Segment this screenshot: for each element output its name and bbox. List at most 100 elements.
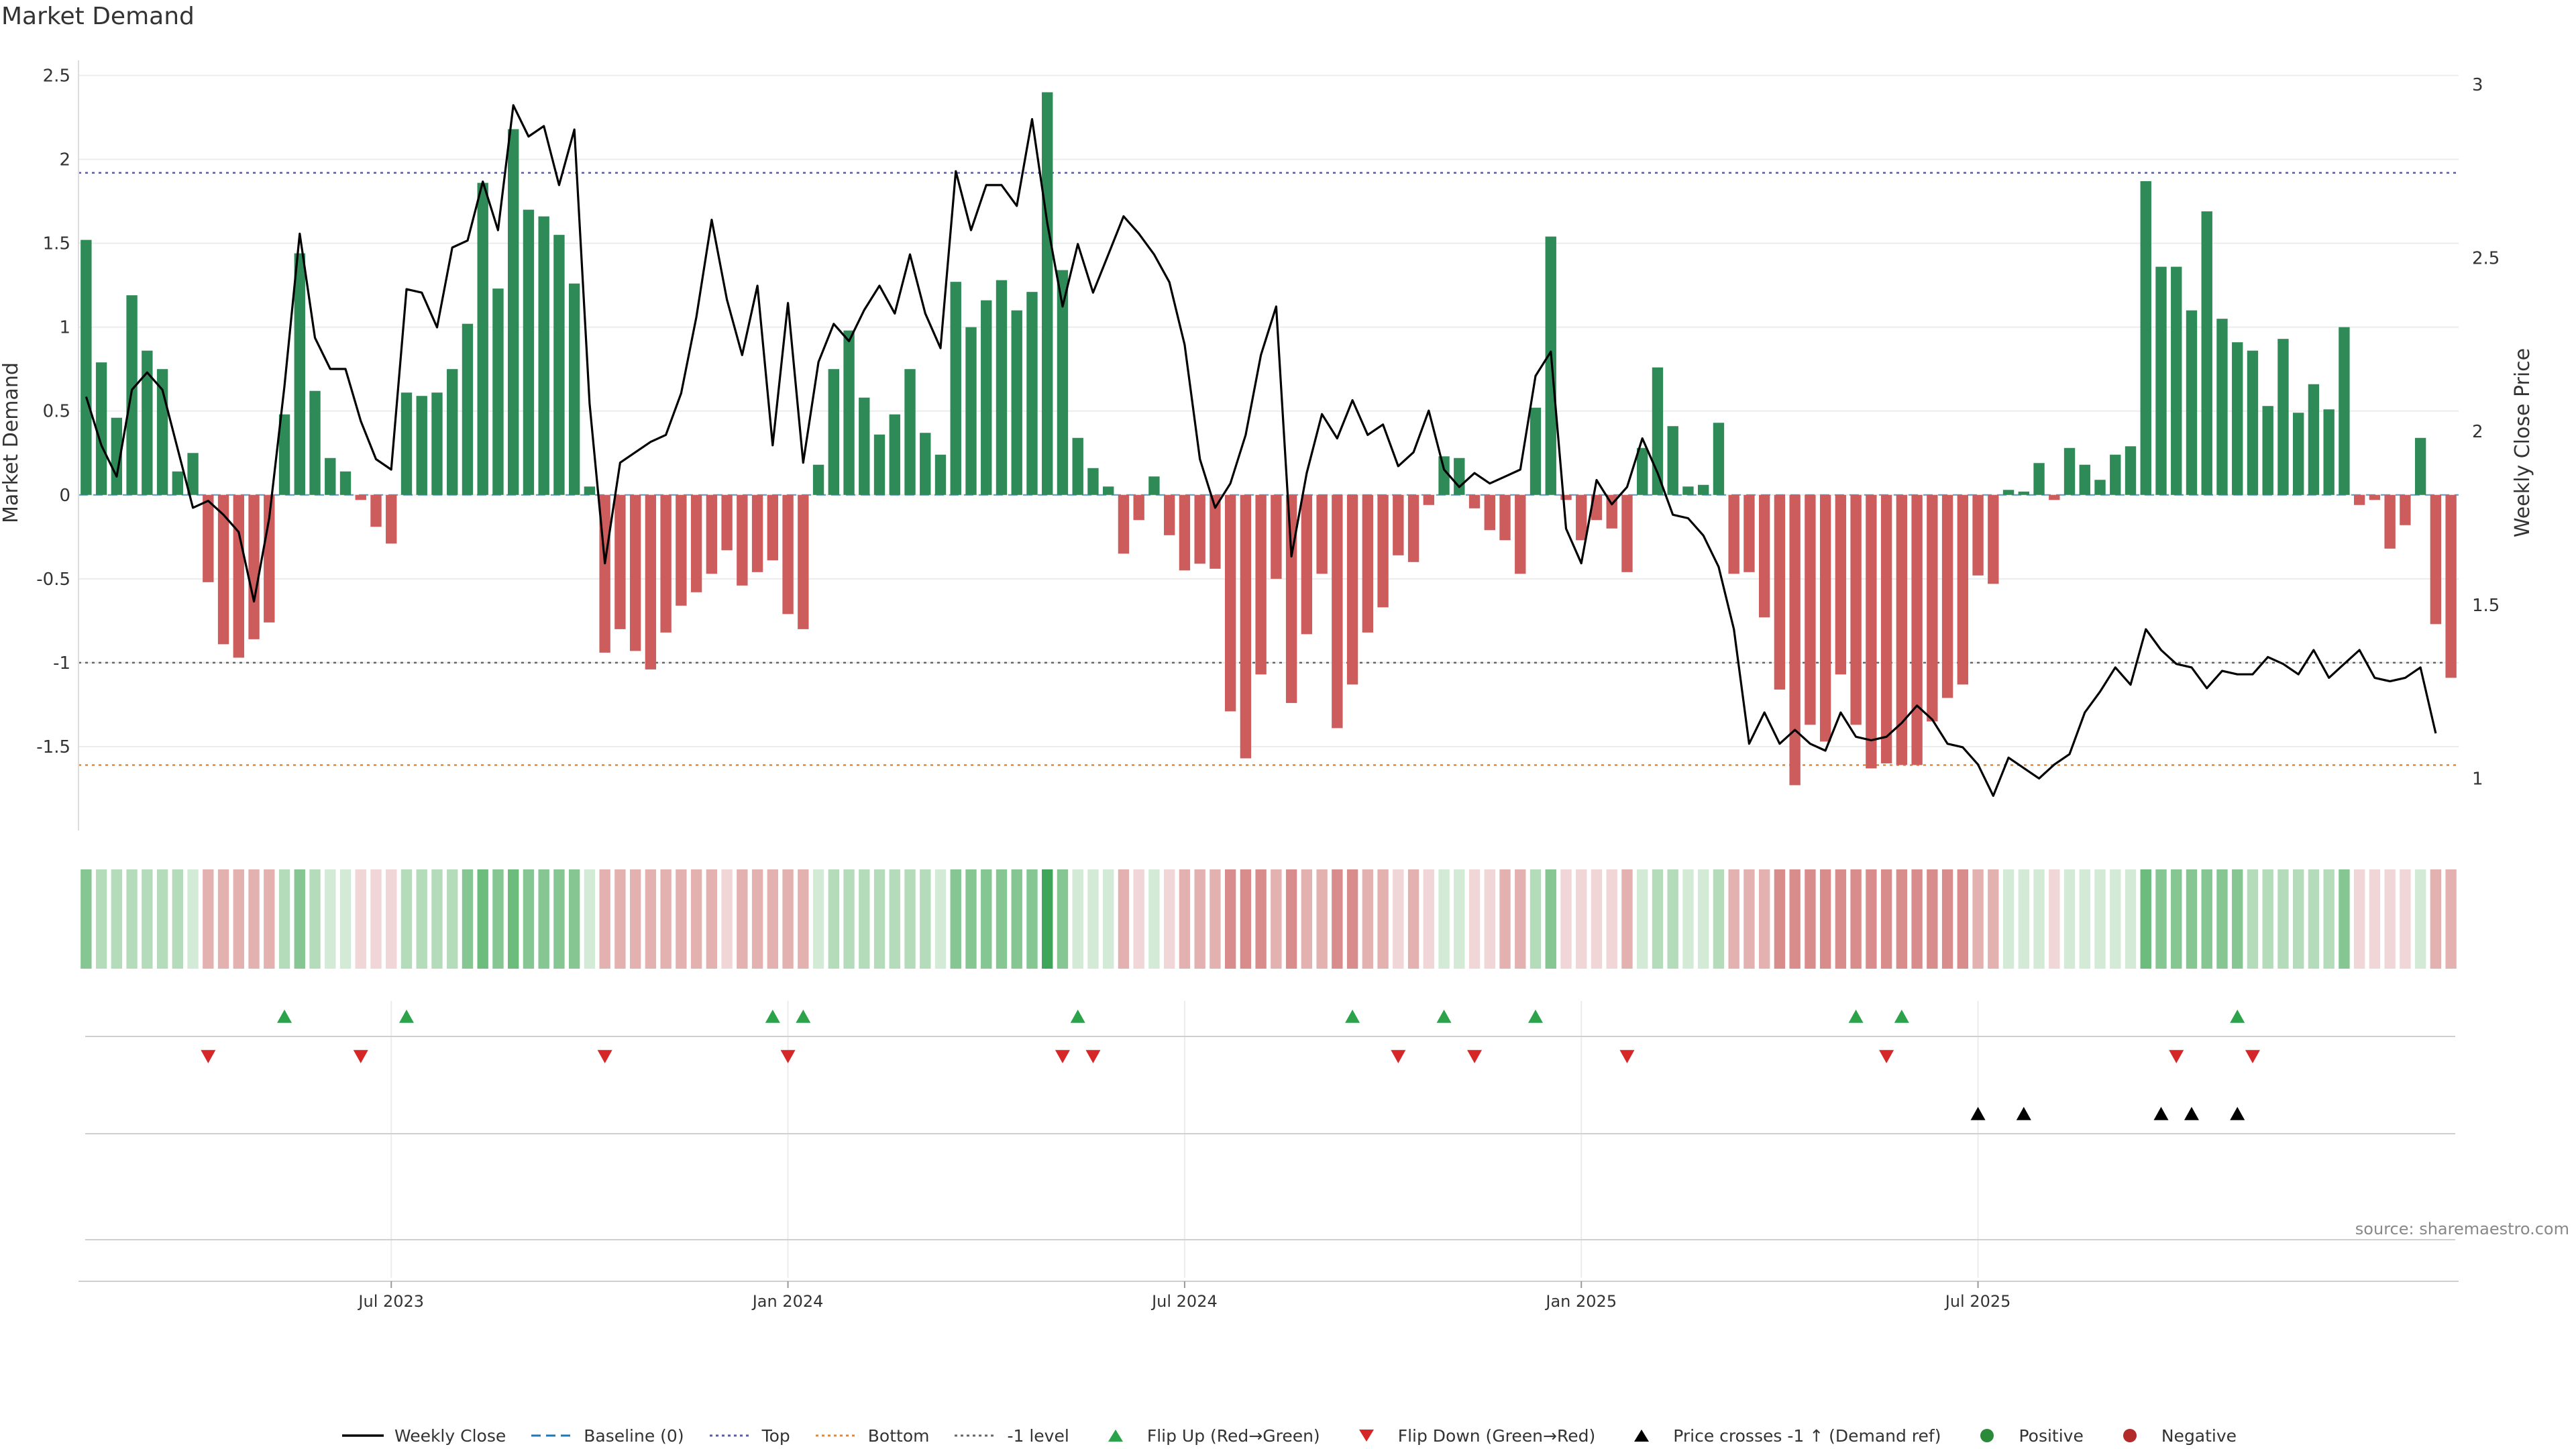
heat-cell bbox=[2155, 869, 2167, 969]
grid-lines bbox=[78, 74, 2459, 1278]
demand-bar bbox=[309, 390, 321, 495]
flip-up-marker bbox=[1528, 1010, 1544, 1023]
heat-cell bbox=[294, 869, 305, 969]
heat-cell bbox=[1042, 869, 1053, 969]
flip-down-marker bbox=[201, 1050, 216, 1063]
x-axis: Jul 2023 Jan 2024 Jul 2024 Jan 2025 Jul 2025 bbox=[78, 1281, 2459, 1311]
demand-bar bbox=[1866, 494, 1877, 769]
flip-down-marker bbox=[353, 1050, 368, 1063]
y2-tick-label: 3 bbox=[2472, 75, 2483, 95]
heat-cell bbox=[950, 869, 961, 969]
y-axis-label: Market Demand bbox=[0, 362, 23, 523]
legend-item: Flip Up (Red→Green) bbox=[1092, 1426, 1320, 1446]
heat-cell bbox=[1103, 869, 1114, 969]
demand-bar bbox=[1591, 494, 1603, 521]
y-tick-label: -1 bbox=[53, 653, 70, 674]
demand-bar bbox=[477, 182, 488, 495]
heat-cell bbox=[981, 869, 992, 969]
demand-bar bbox=[1728, 494, 1739, 574]
flip-down-marker bbox=[2245, 1050, 2260, 1063]
legend-label: Bottom bbox=[867, 1426, 930, 1446]
heat-cell bbox=[645, 869, 657, 969]
heat-cell bbox=[1271, 869, 1282, 969]
legend-swatch bbox=[1980, 1429, 1994, 1442]
demand-bar bbox=[2339, 327, 2350, 495]
heat-cell bbox=[217, 869, 229, 969]
demand-bar bbox=[1163, 494, 1175, 535]
heat-cell bbox=[203, 869, 214, 969]
heat-cell bbox=[2049, 869, 2060, 969]
heat-cell bbox=[873, 869, 885, 969]
demand-bar bbox=[248, 494, 260, 639]
flip-down-marker bbox=[1467, 1050, 1483, 1063]
demand-bar bbox=[1667, 426, 1678, 495]
demand-bar bbox=[2247, 350, 2259, 495]
demand-bar bbox=[1713, 423, 1725, 495]
demand-bar bbox=[1484, 494, 1495, 531]
demand-bar bbox=[1011, 310, 1022, 495]
demand-bar bbox=[950, 282, 961, 495]
legend-swatch bbox=[2123, 1429, 2137, 1442]
y-tick-label: 1.5 bbox=[43, 234, 70, 254]
demand-bar bbox=[1499, 494, 1511, 541]
reference-lines bbox=[78, 172, 2459, 766]
legend-swatch bbox=[341, 1434, 384, 1437]
heat-cell bbox=[584, 869, 596, 969]
heat-cell bbox=[2277, 869, 2289, 969]
heat-cell bbox=[2262, 869, 2273, 969]
heat-cell bbox=[553, 869, 565, 969]
demand-bar bbox=[2079, 464, 2090, 495]
heat-cell bbox=[812, 869, 824, 969]
heat-cell bbox=[629, 869, 641, 969]
demand-bar bbox=[859, 397, 870, 495]
heat-cell bbox=[1758, 869, 1770, 969]
heat-cell bbox=[843, 869, 855, 969]
heat-cell bbox=[782, 869, 794, 969]
demand-bar bbox=[1576, 494, 1587, 541]
demand-bar bbox=[2262, 406, 2273, 495]
demand-bar bbox=[80, 239, 92, 495]
heat-cell bbox=[538, 869, 549, 969]
heat-cell bbox=[1941, 869, 1953, 969]
heat-cell bbox=[431, 869, 443, 969]
heat-cell bbox=[2232, 869, 2243, 969]
legend-item: Top bbox=[707, 1426, 790, 1446]
heat-cell bbox=[2293, 869, 2304, 969]
demand-bar bbox=[2171, 266, 2182, 495]
heat-cell bbox=[80, 869, 92, 969]
demand-heat-strip bbox=[80, 869, 2457, 969]
heat-cell bbox=[1728, 869, 1739, 969]
demand-bar bbox=[828, 369, 839, 495]
demand-bar bbox=[142, 350, 153, 495]
heat-cell bbox=[1072, 869, 1083, 969]
heat-cell bbox=[339, 869, 352, 969]
heat-cell bbox=[1087, 869, 1099, 969]
y-tick-label: 2 bbox=[59, 150, 70, 170]
y-tick-label: 0.5 bbox=[43, 402, 70, 422]
flip-down-marker bbox=[1619, 1050, 1635, 1063]
cross-up-marker bbox=[2230, 1107, 2245, 1120]
chart-title: Market Demand bbox=[1, 3, 195, 30]
legend-label: Baseline (0) bbox=[584, 1426, 684, 1446]
y-tick-label: 2.5 bbox=[43, 66, 70, 87]
demand-bar bbox=[1606, 494, 1617, 529]
heat-cell bbox=[248, 869, 260, 969]
flip-up-marker bbox=[277, 1010, 292, 1023]
heat-cell bbox=[1255, 869, 1267, 969]
heat-cell bbox=[2353, 869, 2365, 969]
demand-bar bbox=[2445, 494, 2457, 678]
demand-bar bbox=[660, 494, 672, 633]
legend-label: Top bbox=[761, 1426, 790, 1446]
demand-bar bbox=[1224, 494, 1236, 712]
heat-cell bbox=[2063, 869, 2076, 969]
heat-cell bbox=[737, 869, 748, 969]
flip-down-marker bbox=[780, 1050, 796, 1063]
heat-cell bbox=[2400, 869, 2411, 969]
price-line bbox=[85, 104, 2437, 797]
demand-bar bbox=[1179, 494, 1191, 571]
demand-bar bbox=[2414, 437, 2426, 495]
demand-bar bbox=[568, 283, 580, 495]
demand-bar bbox=[706, 494, 718, 574]
demand-bar bbox=[2430, 494, 2442, 625]
x-tick-label: Jul 2023 bbox=[357, 1292, 424, 1311]
